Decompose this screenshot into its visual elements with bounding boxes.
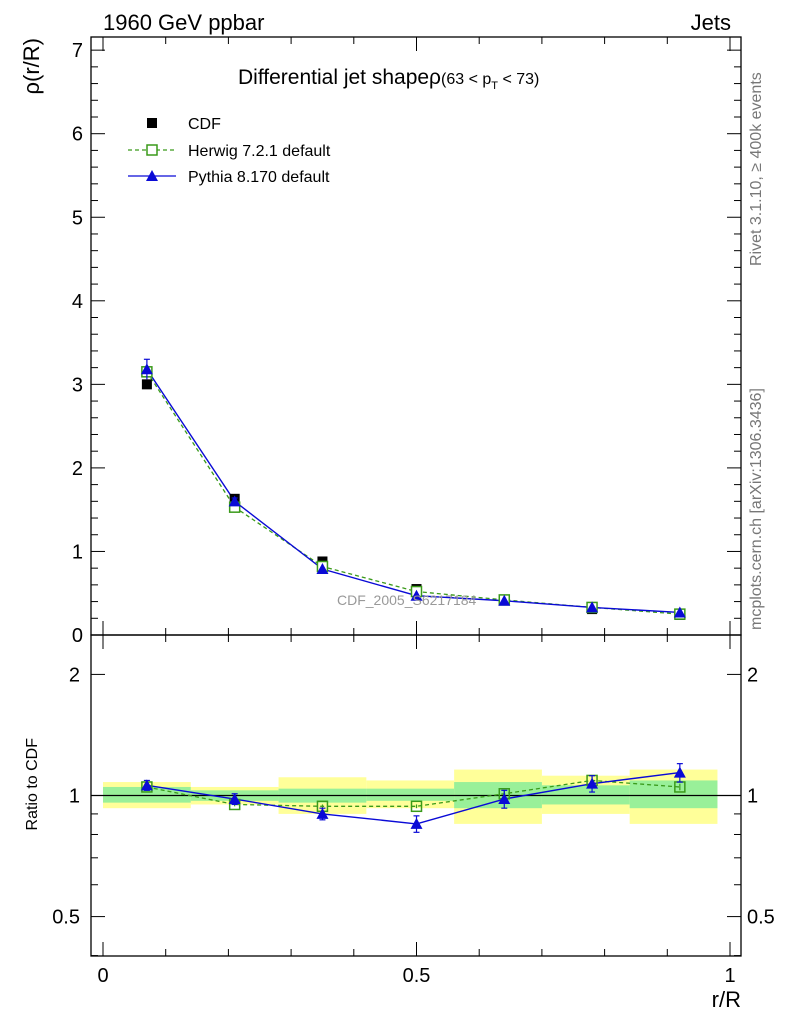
chart-title-cut-post: < 73): [498, 71, 539, 88]
legend-marker-pythia: [146, 170, 158, 181]
ratio-axes: 0.5 0.5 1 1 2 2 0 0.5 1: [52, 634, 775, 987]
ratio-y-tick-label: 2: [69, 664, 80, 686]
chart-title-main: Differential jet shapeρ: [238, 66, 441, 89]
x-tick-label: 0: [97, 965, 108, 987]
pythia-ratio-point: [316, 807, 329, 819]
data-uncertainty-band-inner: [629, 780, 718, 809]
y-tick-label: 4: [72, 291, 83, 313]
pythia-point: [586, 601, 599, 613]
pythia-ratio-point: [498, 793, 511, 805]
header-jets-label: Jets: [691, 10, 731, 35]
pythia-point: [316, 562, 329, 574]
header-energy-label: 1960 GeV ppbar: [103, 10, 264, 35]
mcplots-label: mcplots.cern.ch [arXiv:1306.3436]: [748, 388, 765, 630]
legend-label-pythia: Pythia 8.170 default: [188, 169, 330, 186]
x-tick-label: 0.5: [403, 965, 431, 987]
pythia-point: [673, 606, 686, 618]
y-axis-label: ρ(r/R): [19, 38, 44, 95]
data-uncertainty-band-inner: [366, 788, 455, 801]
pythia-point: [410, 589, 423, 601]
pythia-ratio-point: [410, 817, 423, 829]
y-tick-label: 2: [72, 458, 83, 480]
ratio-y-axis-label: Ratio to CDF: [24, 738, 41, 831]
ratio-y-tick-label: 1: [69, 786, 80, 808]
chart-title-cut-sub: T: [491, 80, 498, 92]
ratio-y-tick-label-right: 0.5: [747, 907, 775, 929]
herwig-ratio-point: [674, 781, 686, 793]
legend-label-cdf: CDF: [188, 116, 221, 133]
pythia-ratio-point: [673, 766, 686, 778]
cdf-point: [141, 379, 152, 390]
main-plot-data: [140, 358, 686, 620]
chart-title: Differential jet shapeρ(63 < pT < 73): [238, 66, 539, 92]
legend-entry-herwig: Herwig 7.2.1 default: [128, 143, 331, 160]
pythia-ratio-point: [586, 777, 599, 789]
main-axes: 0 1 2 3 4 5 6 7: [72, 36, 742, 647]
chart-title-cut-pre: (63 < p: [441, 71, 491, 88]
ratio-y-tick-label-right: 1: [747, 786, 758, 808]
pythia-point: [140, 363, 153, 375]
y-tick-label: 1: [72, 541, 83, 563]
y-tick-label: 5: [72, 207, 83, 229]
legend: CDF Herwig 7.2.1 default Pythia 8.170 de…: [128, 116, 331, 186]
legend-marker-cdf: [147, 118, 157, 128]
ratio-y-tick-label-right: 2: [747, 664, 758, 686]
ratio-panel: 0.5 0.5 1 1 2 2 0 0.5 1 Ratio to CDF r/R: [24, 634, 775, 1012]
legend-entry-cdf: CDF: [147, 116, 221, 133]
legend-label-herwig: Herwig 7.2.1 default: [188, 143, 331, 160]
legend-marker-herwig: [146, 144, 158, 156]
pythia-ratio-point: [228, 793, 241, 805]
pythia-ratio-point: [140, 779, 153, 791]
y-tick-label: 6: [72, 124, 83, 146]
legend-entry-pythia: Pythia 8.170 default: [128, 169, 330, 186]
analysis-watermark: CDF_2005_S6217184: [337, 592, 477, 608]
pythia-line: [146, 368, 680, 614]
y-tick-label: 3: [72, 374, 83, 396]
x-tick-label: 1: [724, 965, 735, 987]
main-panel: 0 1 2 3 4 5 6 7 Differential jet shapeρ(63 < pT…: [19, 36, 742, 647]
pythia-point: [228, 495, 241, 507]
x-axis-label: r/R: [712, 987, 741, 1012]
herwig-line: [146, 371, 680, 615]
ratio-plot-data: [91, 763, 741, 833]
y-tick-label: 0: [72, 625, 83, 647]
ratio-y-tick-label: 0.5: [52, 907, 80, 929]
y-tick-label: 7: [72, 40, 83, 62]
rivet-label: Rivet 3.1.10, ≥ 400k events: [748, 72, 765, 266]
pythia-point: [498, 594, 511, 606]
herwig-ratio-point: [410, 800, 423, 813]
